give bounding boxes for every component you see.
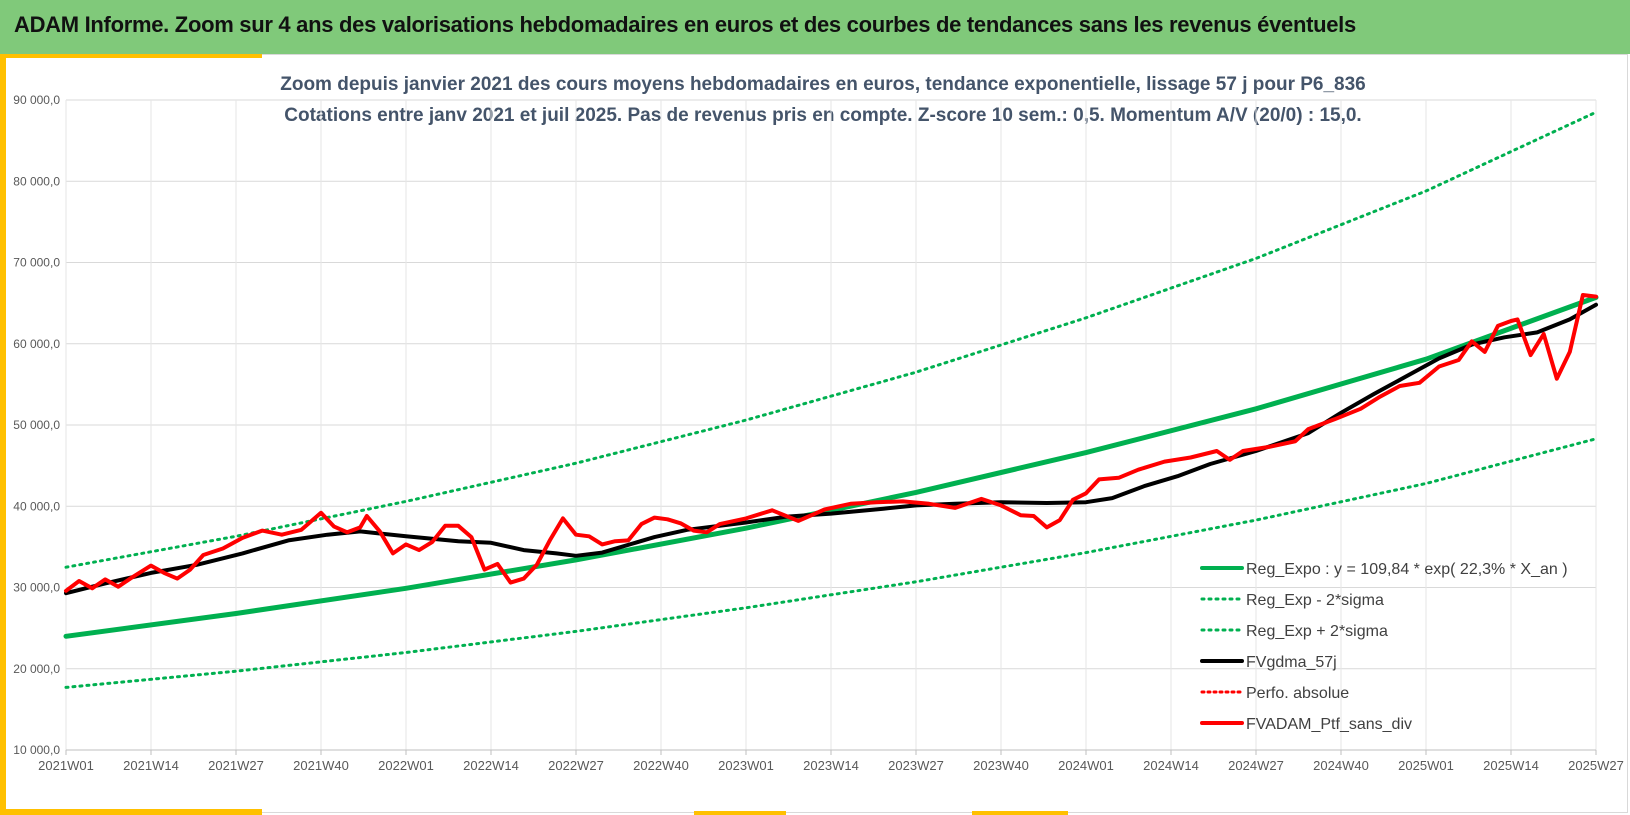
legend-entry-label: Reg_Exp + 2*sigma: [1246, 623, 1388, 640]
gridlines: [65, 99, 1597, 751]
accent-bar-left: [0, 54, 6, 815]
y-tick-label: 70 000,0: [13, 256, 60, 270]
accent-bar-bottom-mid: [694, 811, 786, 815]
accent-bar-bottom-mid: [972, 811, 1068, 815]
series-line-1: [64, 437, 1598, 689]
chart-subtitle-line2: Cotations entre janv 2021 et juil 2025. …: [284, 105, 1361, 126]
x-tick-label: 2024W01: [1058, 758, 1114, 773]
x-tick-label: 2023W40: [973, 758, 1029, 773]
x-tick-label: 2023W01: [718, 758, 774, 773]
series-line-0: [63, 294, 1599, 639]
accent-bar-top: [0, 54, 262, 58]
x-tick-label: 2025W01: [1398, 758, 1454, 773]
x-tick-label: 2024W27: [1228, 758, 1284, 773]
series-line-2: [64, 110, 1598, 569]
axes: 10 000,0 20 000,0 30 000,0 40 000,0 50 000,0…: [13, 93, 1624, 773]
y-tick-label: 90 000,0: [13, 93, 60, 107]
x-tick-label: 2021W14: [123, 758, 179, 773]
legend-entry-label: FVADAM_Ptf_sans_div: [1246, 716, 1412, 733]
x-tick-label: 2023W27: [888, 758, 944, 773]
report-title: ADAM Informe. Zoom sur 4 ans des valoris…: [14, 12, 1356, 37]
y-tick-label: 10 000,0: [13, 743, 60, 757]
x-tick-label: 2022W01: [378, 758, 434, 773]
legend-entry-label: Reg_Exp - 2*sigma: [1246, 592, 1384, 609]
legend-entry-label: Reg_Expo : y = 109,84 * exp( 22,3% * X_a…: [1246, 561, 1568, 578]
series-line-5: [64, 293, 1598, 593]
chart-subtitle-line1: Zoom depuis janvier 2021 des cours moyen…: [280, 74, 1366, 95]
x-tick-label: 2022W14: [463, 758, 519, 773]
y-tick-label: 80 000,0: [13, 174, 60, 188]
series-lines: [63, 110, 1599, 689]
x-tick-label: 2021W40: [293, 758, 349, 773]
x-tick-label: 2022W40: [633, 758, 689, 773]
y-tick-label: 20 000,0: [13, 662, 60, 676]
legend: Reg_Expo : y = 109,84 * exp( 22,3% * X_a…: [1200, 561, 1568, 733]
chart-frame: [2, 54, 1628, 813]
legend-entry-label: Perfo. absolue: [1246, 685, 1349, 702]
y-tick-label: 30 000,0: [13, 581, 60, 595]
title-banner: ADAM Informe. Zoom sur 4 ans des valoris…: [0, 0, 1630, 54]
y-tick-label: 40 000,0: [13, 499, 60, 513]
y-tick-label: 50 000,0: [13, 418, 60, 432]
accent-bar-bottom: [0, 809, 262, 815]
x-tick-label: 2021W01: [38, 758, 94, 773]
x-tick-label: 2023W14: [803, 758, 859, 773]
x-tick-label: 2022W27: [548, 758, 604, 773]
x-tick-label: 2025W14: [1483, 758, 1539, 773]
legend-entry-label: FVgdma_57j: [1246, 654, 1337, 671]
x-tick-label: 2024W40: [1313, 758, 1369, 773]
x-tick-label: 2024W14: [1143, 758, 1199, 773]
y-tick-label: 60 000,0: [13, 337, 60, 351]
x-tick-label: 2025W27: [1568, 758, 1624, 773]
x-tick-label: 2021W27: [208, 758, 264, 773]
